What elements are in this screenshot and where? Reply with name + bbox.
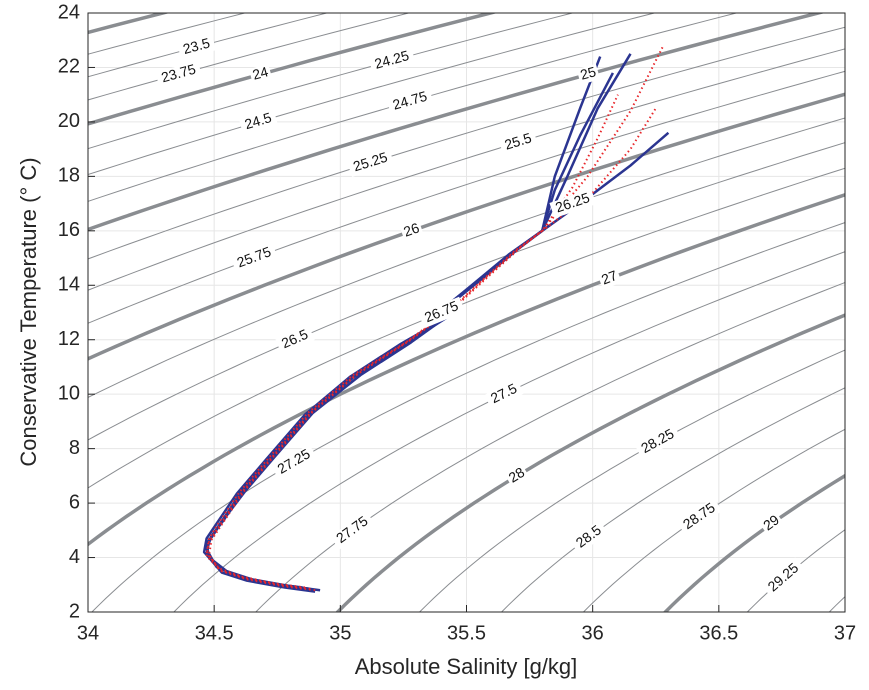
isopycnal	[88, 92, 845, 361]
x-tick-label: 36.5	[699, 622, 738, 644]
contour-label-bg	[230, 242, 278, 274]
contour-label-bg	[504, 463, 530, 488]
contour-label-bg	[418, 296, 466, 329]
contour-label-bg	[484, 379, 524, 410]
y-tick-label: 18	[58, 165, 80, 187]
isopycnal	[88, 26, 845, 260]
y-tick-label: 10	[58, 382, 80, 404]
x-tick-label: 34	[77, 622, 99, 644]
isopycnal	[335, 313, 845, 612]
x-tick-label: 35.5	[447, 622, 486, 644]
series	[202, 45, 670, 593]
isopycnal	[88, 13, 657, 176]
contour-label-bg	[676, 497, 723, 536]
isopycnal	[88, 142, 845, 441]
x-tick-label: 34.5	[195, 622, 234, 644]
contour-label-bg	[347, 148, 394, 177]
contour-label-bg	[275, 325, 315, 355]
y-tick-label: 22	[58, 56, 80, 78]
y-tick-label: 14	[58, 274, 80, 296]
y-tick-label: 12	[58, 328, 80, 350]
x-tick-label: 35	[329, 622, 351, 644]
contour-label: 25	[578, 63, 597, 83]
contour-label-bg	[399, 219, 424, 242]
isopycnal	[746, 529, 845, 612]
isopycnal	[91, 222, 845, 612]
isopycnal	[88, 13, 411, 101]
contour-label-bg	[549, 188, 597, 219]
contour-label: 26	[401, 219, 421, 239]
contour-label-bg	[155, 60, 203, 88]
contour-label: 27	[599, 267, 619, 288]
y-tick-label: 16	[58, 219, 80, 241]
contour-label: 25.5	[503, 129, 534, 152]
y-tick-label: 4	[69, 546, 80, 568]
isopycnal	[418, 349, 845, 612]
y-tick-label: 20	[58, 110, 80, 132]
contour-label-bg	[386, 87, 434, 116]
contour-label-bg	[238, 109, 278, 135]
y-axis-title: Conservative Temperature (° C)	[16, 157, 41, 466]
isopycnal	[88, 13, 739, 202]
contour-label: 24.5	[243, 109, 274, 132]
contour-label: 28	[506, 464, 528, 486]
contour-label-bg	[368, 47, 416, 75]
contour-label-bg	[761, 557, 806, 599]
isopycnal	[173, 251, 845, 612]
contour-label-bg	[569, 519, 609, 555]
isopycnal	[88, 117, 845, 398]
y-tick-label: 24	[58, 1, 80, 23]
contour-label-bg	[759, 511, 785, 536]
isopycnal	[582, 428, 845, 612]
x-tick-label: 37	[834, 622, 856, 644]
contour-label-bg	[271, 444, 318, 481]
y-tick-label: 8	[69, 437, 80, 459]
isopycnal	[88, 13, 498, 126]
contour-label: 23.5	[181, 34, 212, 57]
grid	[87, 12, 846, 613]
contour-label-bg	[597, 267, 622, 290]
contour-label: 24	[251, 63, 270, 83]
isopycnal	[88, 13, 575, 150]
contour-label-bg	[634, 424, 682, 460]
contour-label-bg	[576, 63, 601, 85]
contour-label-bg	[248, 63, 273, 85]
x-axis-title: Absolute Salinity [g/kg]	[355, 654, 578, 679]
y-tick-label: 2	[69, 600, 80, 622]
contour-label-bg	[177, 34, 217, 60]
isopycnal	[662, 473, 845, 612]
x-tick-label: 36	[582, 622, 604, 644]
isopycnal	[88, 192, 845, 547]
isopycnal	[88, 48, 845, 291]
isopycnal	[88, 13, 826, 232]
contour-label-bg	[330, 510, 376, 550]
isopycnal	[88, 70, 845, 324]
contour-label-bg	[498, 129, 538, 156]
y-tick-label: 6	[69, 491, 80, 513]
